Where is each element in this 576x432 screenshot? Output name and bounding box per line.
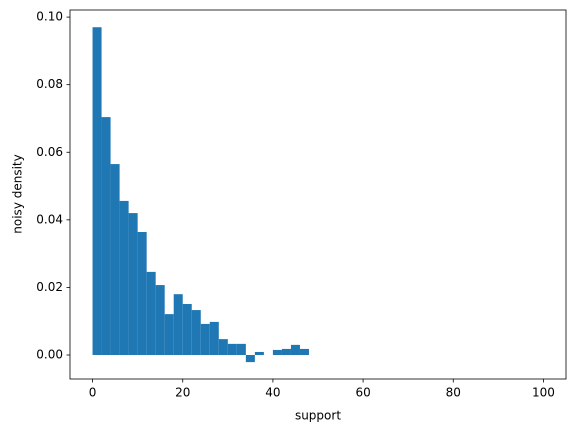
axes-frame bbox=[69, 9, 567, 380]
y-tick-label: 0.10 bbox=[36, 10, 63, 24]
x-axis-label: support bbox=[295, 409, 341, 423]
x-tick-label: 60 bbox=[355, 386, 370, 400]
bar bbox=[119, 200, 129, 356]
bar bbox=[110, 164, 120, 356]
bar bbox=[128, 213, 138, 356]
bar bbox=[254, 351, 264, 356]
x-tick-label: 20 bbox=[175, 386, 190, 400]
bar bbox=[92, 27, 102, 356]
y-tick-label: 0.02 bbox=[36, 280, 63, 294]
bar bbox=[101, 117, 111, 356]
x-tick-label: 80 bbox=[446, 386, 461, 400]
bar bbox=[236, 343, 246, 356]
x-tick-label: 40 bbox=[265, 386, 280, 400]
bar bbox=[281, 348, 291, 356]
bar bbox=[137, 232, 147, 356]
x-tick-label: 0 bbox=[89, 386, 97, 400]
y-tick-label: 0.08 bbox=[36, 77, 63, 91]
bar bbox=[182, 303, 192, 356]
bar bbox=[146, 271, 156, 356]
bar bbox=[209, 321, 219, 356]
bar bbox=[290, 344, 300, 356]
bar bbox=[299, 348, 309, 356]
bar bbox=[245, 355, 255, 363]
bar bbox=[218, 339, 228, 356]
y-axis-label: noisy density bbox=[11, 154, 25, 233]
bar bbox=[200, 323, 210, 356]
bar bbox=[191, 310, 201, 356]
x-tick-label: 100 bbox=[532, 386, 555, 400]
bar bbox=[155, 285, 165, 356]
bar bbox=[227, 343, 237, 356]
y-tick-label: 0.06 bbox=[36, 145, 63, 159]
bar bbox=[173, 294, 183, 356]
bar bbox=[272, 349, 282, 356]
y-tick-label: 0.04 bbox=[36, 212, 63, 226]
bar bbox=[164, 314, 174, 356]
y-tick-label: 0.00 bbox=[36, 348, 63, 362]
